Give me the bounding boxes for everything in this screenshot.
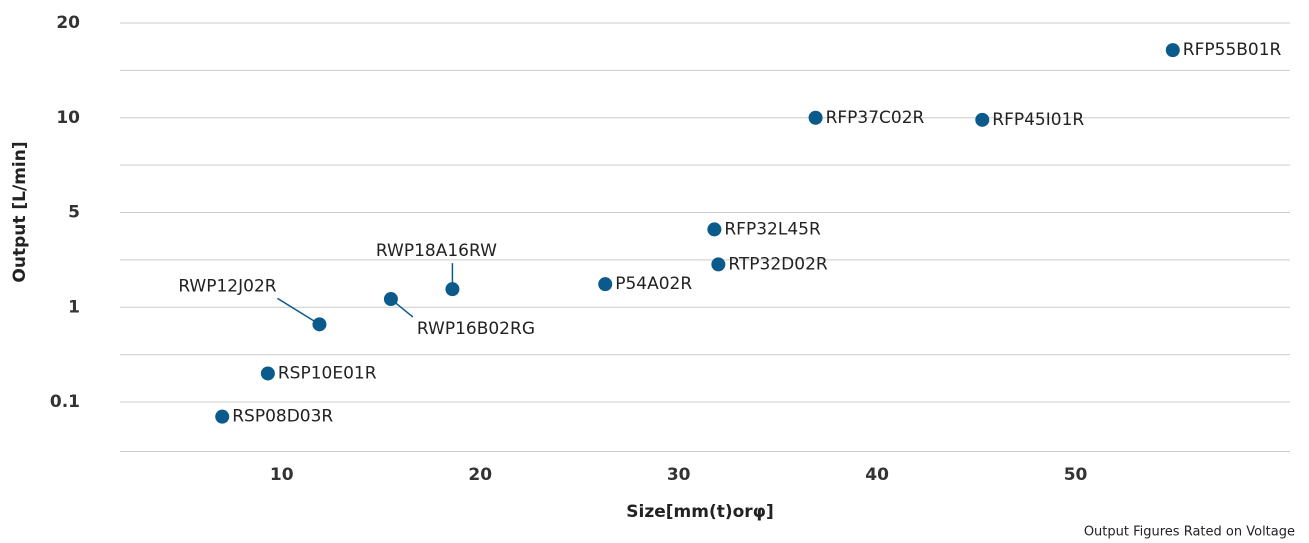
point	[975, 112, 990, 127]
point	[312, 317, 327, 332]
point-label: RSP08D03R	[232, 407, 333, 427]
point	[1165, 43, 1180, 58]
note: Output Figures Rated on Voltage	[1084, 525, 1295, 540]
point-label: RFP45I01R	[992, 110, 1084, 130]
y-tick-label: 0.1	[50, 392, 80, 412]
y-tick-label: 20	[56, 13, 80, 33]
point-label: RWP12J02R	[178, 276, 276, 296]
point	[707, 222, 722, 237]
x-tick-label: 50	[1064, 465, 1088, 485]
x-tick-label: 10	[270, 465, 294, 485]
x-tick-label: 30	[667, 465, 691, 485]
point-label: RTP32D02R	[728, 254, 828, 274]
y-tick-label: 10	[56, 108, 80, 128]
point	[260, 366, 275, 381]
x-axis-label: Size[mm(t)orφ]	[626, 502, 774, 522]
point-label: RFP32L45R	[724, 219, 821, 239]
point-label: RFP55B01R	[1183, 40, 1282, 60]
point-label: RWP16B02RG	[417, 319, 535, 339]
leader-line	[277, 297, 320, 325]
x-tick-label: 20	[468, 465, 492, 485]
y-axis-label: Output [L/min]	[10, 141, 30, 282]
point-label: RWP18A16RW	[376, 241, 497, 261]
point	[215, 409, 230, 424]
point	[445, 282, 460, 297]
point	[808, 110, 823, 125]
point-label: RFP37C02R	[826, 108, 925, 128]
x-tick-label: 40	[865, 465, 889, 485]
y-tick-label: 5	[68, 203, 80, 223]
point-label: P54A02R	[615, 274, 692, 294]
point	[711, 257, 726, 272]
point	[598, 277, 613, 292]
point-label: RSP10E01R	[278, 363, 377, 383]
y-tick-label: 1	[68, 297, 80, 317]
point	[383, 292, 398, 307]
